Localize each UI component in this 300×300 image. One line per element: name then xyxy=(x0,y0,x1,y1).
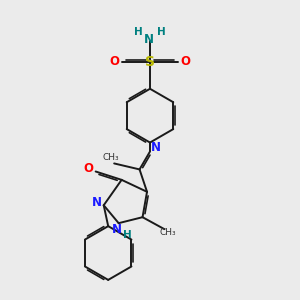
Text: O: O xyxy=(109,56,119,68)
Text: CH₃: CH₃ xyxy=(103,153,119,162)
Text: N: N xyxy=(92,196,102,209)
Text: CH₃: CH₃ xyxy=(159,228,175,237)
Text: N: N xyxy=(112,223,122,236)
Text: N: N xyxy=(143,33,154,46)
Text: H: H xyxy=(123,230,132,239)
Text: H: H xyxy=(157,27,166,37)
Text: N: N xyxy=(151,141,161,154)
Text: O: O xyxy=(83,162,93,175)
Text: O: O xyxy=(181,56,191,68)
Text: S: S xyxy=(145,55,155,69)
Text: H: H xyxy=(134,27,143,37)
